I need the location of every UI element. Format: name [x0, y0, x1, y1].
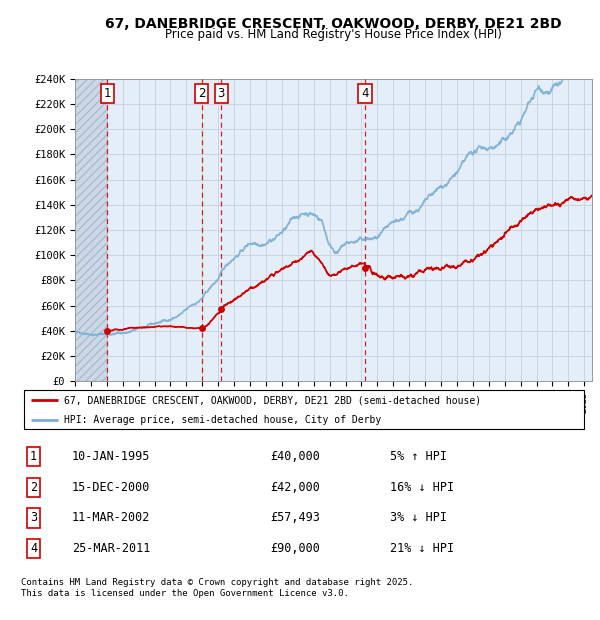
Text: 2: 2	[30, 481, 37, 494]
Text: Contains HM Land Registry data © Crown copyright and database right 2025.: Contains HM Land Registry data © Crown c…	[21, 578, 413, 587]
Text: 25-MAR-2011: 25-MAR-2011	[72, 542, 151, 555]
Text: This data is licensed under the Open Government Licence v3.0.: This data is licensed under the Open Gov…	[21, 589, 349, 598]
Text: Price paid vs. HM Land Registry's House Price Index (HPI): Price paid vs. HM Land Registry's House …	[164, 28, 502, 41]
Text: 16% ↓ HPI: 16% ↓ HPI	[389, 481, 454, 494]
Text: 3: 3	[30, 512, 37, 525]
Text: 4: 4	[30, 542, 37, 555]
Text: 3: 3	[218, 87, 225, 100]
Text: 1: 1	[104, 87, 111, 100]
Text: £57,493: £57,493	[271, 512, 320, 525]
Text: 3% ↓ HPI: 3% ↓ HPI	[389, 512, 446, 525]
Text: 15-DEC-2000: 15-DEC-2000	[72, 481, 151, 494]
Bar	[75, 79, 107, 381]
Text: 5% ↑ HPI: 5% ↑ HPI	[389, 450, 446, 463]
Text: 10-JAN-1995: 10-JAN-1995	[72, 450, 151, 463]
Text: £42,000: £42,000	[271, 481, 320, 494]
Text: 67, DANEBRIDGE CRESCENT, OAKWOOD, DERBY, DE21 2BD: 67, DANEBRIDGE CRESCENT, OAKWOOD, DERBY,…	[104, 17, 562, 32]
Text: £90,000: £90,000	[271, 542, 320, 555]
Text: 21% ↓ HPI: 21% ↓ HPI	[389, 542, 454, 555]
Bar	[75, 79, 107, 381]
Text: 67, DANEBRIDGE CRESCENT, OAKWOOD, DERBY, DE21 2BD (semi-detached house): 67, DANEBRIDGE CRESCENT, OAKWOOD, DERBY,…	[64, 395, 481, 405]
Text: HPI: Average price, semi-detached house, City of Derby: HPI: Average price, semi-detached house,…	[64, 415, 381, 425]
FancyBboxPatch shape	[24, 391, 584, 429]
Text: 2: 2	[198, 87, 205, 100]
Text: 1: 1	[30, 450, 37, 463]
Text: 4: 4	[361, 87, 369, 100]
Text: £40,000: £40,000	[271, 450, 320, 463]
Text: 11-MAR-2002: 11-MAR-2002	[72, 512, 151, 525]
